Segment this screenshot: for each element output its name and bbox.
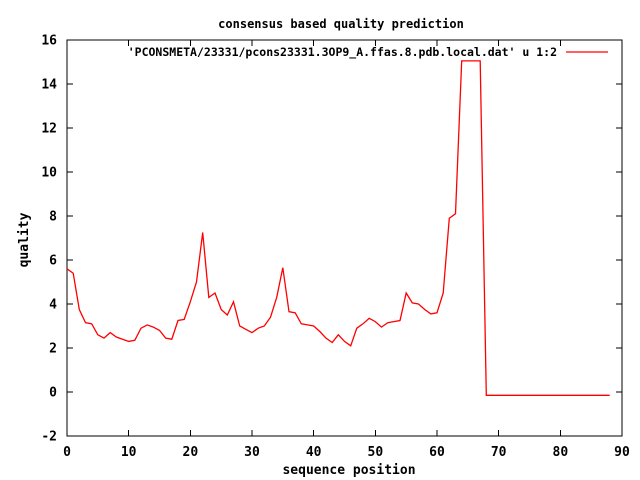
quality-series-line: [66, 60, 610, 396]
chart-layer: 0 10 20 30 40 50 60 70 80 90 -2 0 2 4 6 8 10 12 14 16: [41, 34, 630, 461]
x-tick-label: 60: [429, 445, 445, 460]
plot-border: [66, 39, 623, 437]
x-tick-label: 20: [183, 445, 199, 460]
y-tick-label: 12: [41, 122, 57, 137]
y-tick-label: 16: [41, 34, 57, 49]
y-tick-label: 6: [49, 254, 57, 269]
x-tick-label: 70: [491, 445, 507, 460]
y-tick-label: -2: [41, 430, 57, 445]
chart-title: consensus based quality prediction: [218, 17, 464, 31]
legend-label: 'PCONSMETA/23331/pcons23331.3OP9_A.ffas.…: [128, 45, 557, 60]
x-tick-label: 90: [614, 445, 630, 460]
x-tick-label: 50: [368, 445, 384, 460]
x-tick-label: 30: [244, 445, 260, 460]
y-tick-label: 0: [49, 386, 57, 401]
y-tick-label: 2: [49, 342, 57, 357]
y-tick-label: 14: [41, 78, 57, 93]
y-tick-label: 10: [41, 166, 57, 181]
x-tick-label: 40: [306, 445, 322, 460]
y-axis-label: quality: [17, 212, 32, 267]
x-tick-label: 10: [121, 445, 137, 460]
y-tick-label: 4: [49, 298, 57, 313]
x-tick-label: 80: [553, 445, 569, 460]
x-tick-label: 0: [63, 445, 71, 460]
y-tick-label: 8: [49, 210, 57, 225]
x-axis-label: sequence position: [282, 463, 415, 478]
